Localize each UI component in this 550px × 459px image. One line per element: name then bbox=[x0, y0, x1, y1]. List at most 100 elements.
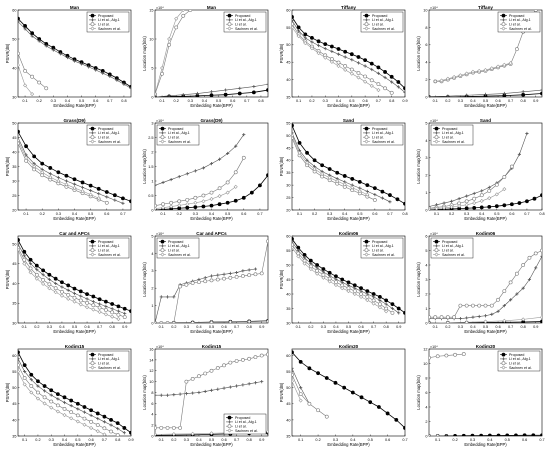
x-tick-label: 0.6 bbox=[104, 212, 109, 216]
data-point bbox=[47, 282, 52, 287]
data-point bbox=[458, 73, 463, 78]
data-point bbox=[316, 371, 320, 376]
data-point bbox=[509, 164, 514, 169]
x-axis-label: Embedding Rate(BPP) bbox=[327, 216, 370, 221]
data-point bbox=[297, 150, 302, 155]
data-point bbox=[193, 169, 197, 173]
data-point bbox=[89, 408, 94, 413]
y-tick-label: 45 bbox=[286, 402, 290, 406]
x-tick-label: 0.6 bbox=[221, 325, 226, 329]
legend-label: Li et al., Alg.1 bbox=[509, 18, 531, 22]
x-tick-label: 0.7 bbox=[371, 325, 376, 329]
data-point bbox=[44, 86, 49, 91]
data-point bbox=[442, 201, 446, 205]
legend-marker bbox=[434, 126, 439, 131]
data-point bbox=[53, 276, 58, 281]
data-point bbox=[472, 206, 477, 210]
data-point bbox=[29, 384, 34, 388]
legend-marker bbox=[90, 252, 95, 257]
x-axis-label: Embedding Rate(BPP) bbox=[53, 329, 96, 334]
data-point bbox=[85, 300, 89, 305]
data-point bbox=[190, 320, 195, 323]
legend-label: Sachnev et al. bbox=[509, 27, 532, 31]
y-tick-label: 4 bbox=[425, 61, 427, 65]
y-tick-label: 45 bbox=[12, 136, 16, 140]
data-point bbox=[514, 271, 519, 276]
legend-box bbox=[86, 124, 130, 146]
data-point bbox=[18, 357, 20, 361]
data-point bbox=[372, 186, 377, 191]
x-tick-label: 0.3 bbox=[56, 212, 61, 216]
data-point bbox=[356, 61, 361, 65]
data-point bbox=[521, 317, 526, 322]
data-point bbox=[365, 298, 370, 303]
data-point bbox=[95, 411, 100, 416]
y-tick-label: 40 bbox=[12, 418, 16, 422]
data-point bbox=[342, 174, 347, 178]
data-point bbox=[266, 88, 268, 92]
legend-label: Li et al. bbox=[442, 249, 454, 253]
legend-label: Sachnev et al. bbox=[235, 27, 258, 31]
data-point bbox=[403, 201, 405, 206]
data-point bbox=[241, 195, 246, 200]
legend-label: Sachnev et al. bbox=[235, 429, 258, 433]
data-point bbox=[302, 252, 307, 257]
x-tick-label: 0.3 bbox=[188, 99, 193, 103]
x-tick-label: 0.4 bbox=[479, 212, 484, 216]
series-line bbox=[292, 381, 301, 401]
data-point bbox=[209, 368, 214, 373]
data-point bbox=[59, 293, 64, 298]
legend-label: Li et al. bbox=[98, 249, 110, 253]
y-axis-label: PSNR(dB) bbox=[279, 269, 284, 289]
data-point bbox=[18, 350, 20, 355]
y-tick-label: 55 bbox=[286, 249, 290, 253]
data-point bbox=[461, 352, 466, 356]
x-tick-label: 0.3 bbox=[458, 99, 463, 103]
data-point bbox=[540, 248, 542, 253]
data-point bbox=[464, 71, 469, 76]
data-point bbox=[103, 299, 108, 304]
legend-box bbox=[497, 11, 541, 33]
data-point bbox=[225, 200, 230, 205]
legend-marker bbox=[364, 13, 369, 18]
y-tick-label: 4 bbox=[151, 252, 153, 256]
data-point bbox=[35, 396, 40, 401]
legend-box bbox=[156, 237, 200, 259]
data-point bbox=[122, 82, 126, 86]
data-point bbox=[258, 183, 262, 188]
series-line bbox=[292, 241, 399, 314]
y-exponent: ×10⁴ bbox=[156, 232, 164, 236]
data-point bbox=[96, 417, 100, 421]
legend-marker bbox=[90, 26, 95, 31]
data-point bbox=[203, 276, 207, 280]
chart-panel: Kodim06 30 35 40 45 50 55 60 0.1 0.2 0.3 0.4 0.5 0.6 0… bbox=[279, 231, 406, 334]
data-point bbox=[234, 274, 239, 279]
data-point bbox=[527, 277, 532, 282]
chart-panel: Sand 0 1 2 3 4 5 0.1 0.2 0.3 0.4 0.5 0.6 0.7 0.8 Embedd… bbox=[416, 118, 545, 221]
data-point bbox=[165, 393, 170, 397]
y-exponent: ×10⁴ bbox=[156, 345, 164, 349]
data-point bbox=[88, 192, 93, 197]
data-point bbox=[445, 76, 450, 81]
data-point bbox=[110, 302, 115, 306]
data-point bbox=[18, 63, 21, 68]
data-point bbox=[22, 249, 27, 254]
data-point bbox=[174, 25, 179, 30]
legend-marker bbox=[364, 126, 369, 131]
data-point bbox=[365, 183, 370, 188]
y-tick-label: 55 bbox=[12, 370, 16, 374]
data-point bbox=[209, 196, 214, 202]
data-point bbox=[110, 307, 114, 311]
y-axis-label: PSNR(dB) bbox=[279, 43, 284, 63]
data-point bbox=[78, 302, 83, 307]
data-point bbox=[72, 286, 77, 291]
data-point bbox=[69, 410, 74, 415]
data-point bbox=[85, 305, 90, 310]
data-point bbox=[292, 366, 294, 370]
chart-panel: Car and APCs 0 1 2 3 4 5 0.1 0.2 0.3 0.4 0.5 0.6 0.7 0… bbox=[142, 231, 269, 334]
data-point bbox=[502, 318, 507, 323]
data-point bbox=[508, 280, 513, 285]
data-point bbox=[323, 42, 328, 47]
